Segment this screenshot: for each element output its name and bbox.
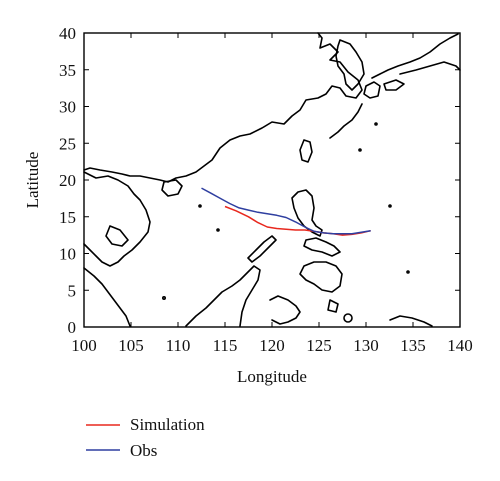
x-tick-label: 130 (353, 336, 379, 355)
new-guinea-coastline (389, 315, 433, 327)
japan-shikoku (383, 79, 405, 91)
x-tick-label: 110 (166, 336, 191, 355)
island-marker (374, 122, 378, 126)
plot-frame (83, 32, 461, 328)
japan-honshu-south (399, 61, 461, 75)
palawan-coastline (247, 235, 277, 263)
malay-peninsula (83, 267, 131, 327)
taiwan-coastline (299, 139, 313, 163)
y-axis: 0 5 10 15 20 25 30 35 40 (59, 24, 460, 337)
mindanao-coastline (299, 261, 343, 293)
island-marker (358, 148, 362, 152)
legend-label-simulation: Simulation (130, 415, 205, 434)
japan-kyushu (363, 81, 381, 99)
y-tick-label: 10 (59, 245, 76, 264)
x-tick-label: 140 (447, 336, 473, 355)
gulf-of-thailand (105, 225, 129, 247)
island-marker (406, 270, 410, 274)
x-axis: 100 105 110 115 120 125 130 135 140 (71, 33, 473, 355)
sulawesi-coastline (269, 295, 301, 325)
legend-label-obs: Obs (130, 441, 157, 460)
y-tick-label: 30 (59, 98, 76, 117)
luzon-coastline (291, 189, 323, 237)
x-tick-label: 135 (400, 336, 426, 355)
island-marker (198, 204, 202, 208)
borneo-coastline (185, 265, 261, 327)
y-tick-label: 40 (59, 24, 76, 43)
track-layer (201, 187, 371, 236)
y-tick-label: 5 (68, 281, 77, 300)
x-tick-label: 105 (118, 336, 144, 355)
x-tick-label: 100 (71, 336, 97, 355)
ryukyu-islands (329, 103, 363, 139)
island-marker (343, 313, 353, 323)
x-tick-label: 125 (306, 336, 332, 355)
hainan-coastline (161, 179, 183, 197)
coastline-layer (83, 32, 461, 327)
x-tick-label: 120 (259, 336, 285, 355)
china-coastline (83, 32, 363, 183)
island-marker (162, 295, 167, 300)
y-tick-label: 25 (59, 134, 76, 153)
track-line-obs (201, 187, 371, 235)
x-axis-label: Longitude (237, 367, 307, 386)
moluccas-coastline (327, 299, 339, 313)
y-tick-label: 20 (59, 171, 76, 190)
legend: Simulation Obs (86, 415, 205, 460)
indochina-coastline (83, 171, 151, 267)
y-tick-label: 15 (59, 208, 76, 227)
japan-coastline (371, 33, 459, 79)
x-tick-label: 115 (213, 336, 238, 355)
island-marker (388, 204, 392, 208)
visayas-coastline (303, 237, 341, 257)
island-marker (216, 228, 220, 232)
y-tick-label: 0 (68, 318, 77, 337)
y-axis-label: Latitude (23, 152, 42, 209)
korea-coastline (335, 39, 365, 91)
track-line-simulation (224, 205, 371, 236)
y-tick-label: 35 (59, 61, 76, 80)
